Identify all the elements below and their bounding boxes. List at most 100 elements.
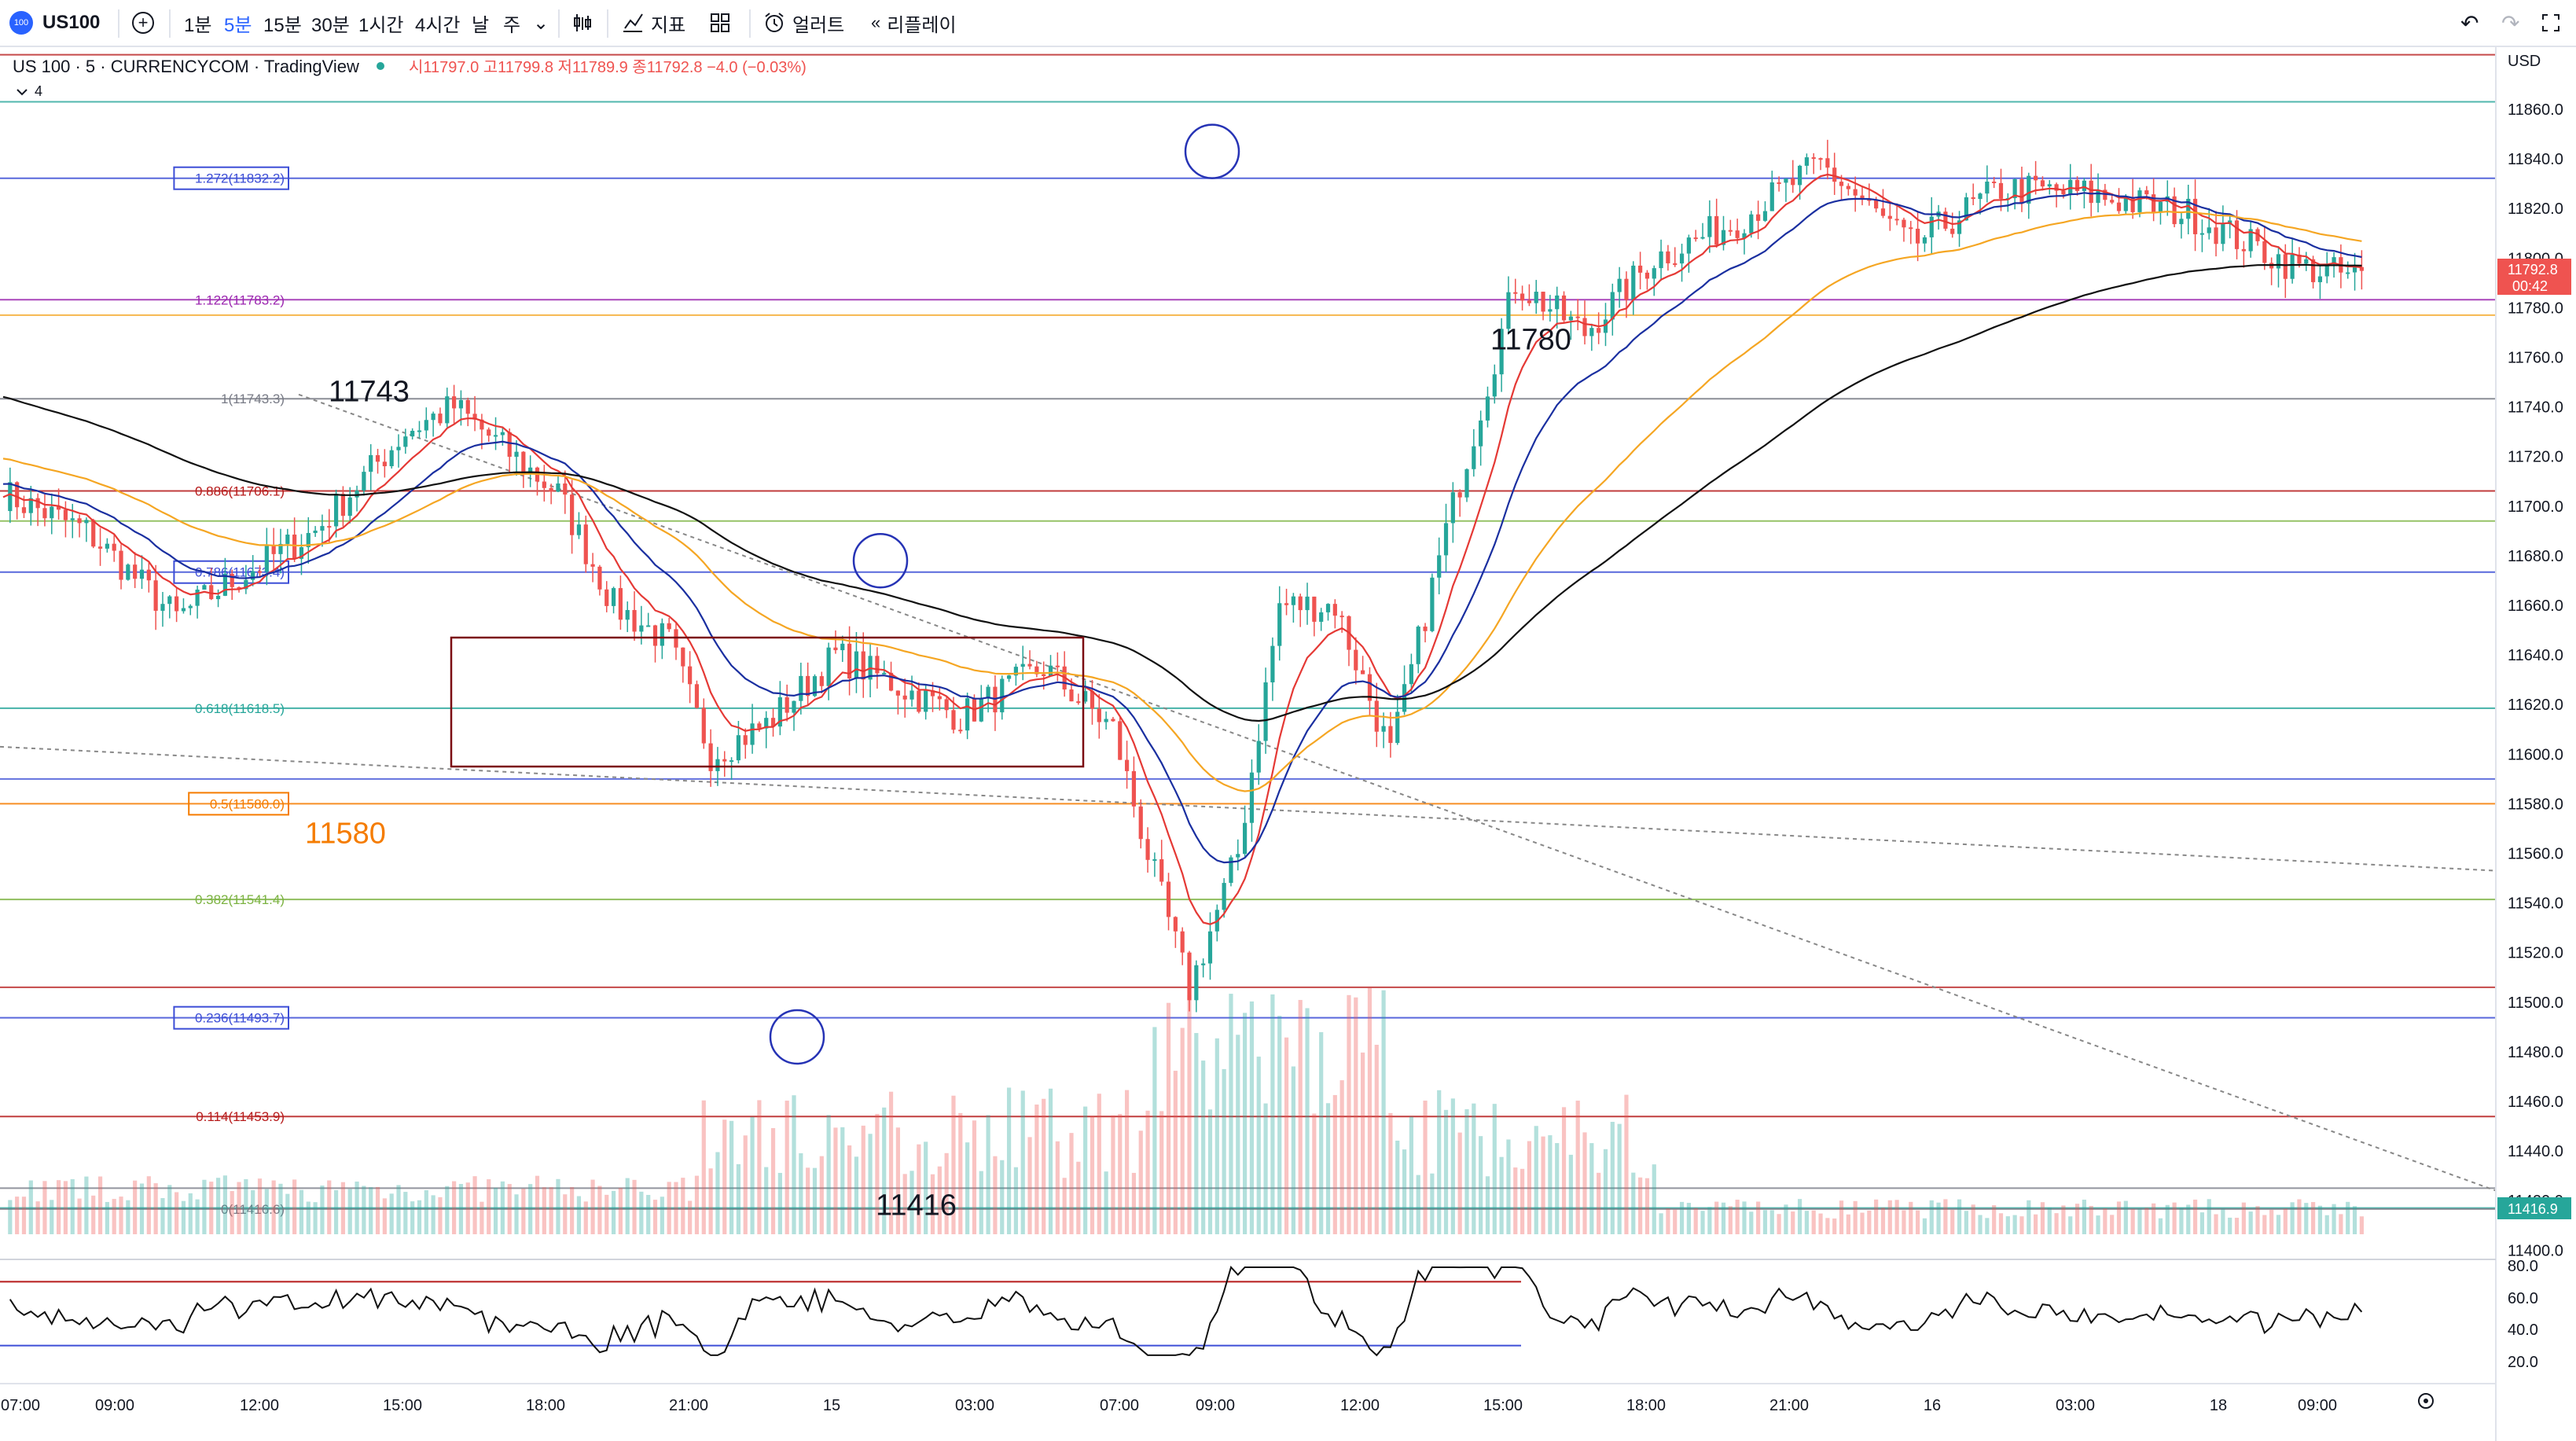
- candle-body: [1249, 772, 1255, 823]
- indicators-button[interactable]: 지표: [621, 0, 685, 46]
- candle-body: [188, 605, 193, 608]
- interval-2[interactable]: 15분: [263, 14, 302, 36]
- interval-1[interactable]: 5분: [224, 14, 252, 36]
- layout-templates-button[interactable]: [709, 0, 731, 46]
- chevron-down-icon[interactable]: ⌄: [533, 12, 549, 34]
- candle-body: [1506, 292, 1511, 329]
- interval-7[interactable]: 주: [503, 14, 521, 36]
- alarm-clock-icon: [765, 13, 784, 32]
- volume-bar: [1638, 1177, 1643, 1234]
- chart-type-button[interactable]: [571, 0, 594, 46]
- candle-body: [160, 604, 165, 611]
- candle-body: [1541, 292, 1545, 312]
- volume-bar: [1215, 1038, 1219, 1234]
- candle-body: [2352, 267, 2357, 273]
- volume-bar: [847, 1145, 852, 1234]
- candle-body: [514, 451, 519, 458]
- candle-body: [1277, 603, 1282, 646]
- indicator-collapse-count[interactable]: 4: [35, 83, 42, 99]
- fullscreen-button[interactable]: [2541, 0, 2561, 46]
- user-drawings[interactable]: 11743 11780 11580 11416: [305, 123, 1571, 1222]
- volume-bar: [2339, 1214, 2343, 1234]
- candle-body: [1929, 216, 1934, 237]
- candle-body: [2074, 179, 2080, 191]
- candle-body: [965, 698, 970, 731]
- candle-body: [1902, 219, 1906, 228]
- interval-4[interactable]: 1시간: [358, 14, 404, 36]
- volume-bar: [576, 1196, 582, 1234]
- compare-add-button[interactable]: +: [132, 0, 154, 46]
- candle-body: [736, 735, 741, 761]
- symbol-search-button[interactable]: 100 US100: [9, 0, 100, 46]
- candle-body: [1887, 215, 1892, 219]
- candle-body: [549, 487, 553, 492]
- undo-button[interactable]: ↶: [2460, 0, 2479, 46]
- fibonacci-retracement[interactable]: 1.272(11832.2) 1.122(11783.2) 1(11743.3) 0.…: [0, 53, 2496, 1217]
- interval-0[interactable]: 1분: [184, 14, 212, 36]
- rsi-tick-label: 80.0: [2508, 1258, 2538, 1275]
- volume-bar: [1152, 1027, 1157, 1234]
- interval-5[interactable]: 4시간: [415, 14, 461, 36]
- candle-body: [306, 533, 311, 548]
- legend-symbol[interactable]: US 100 · 5 · CURRENCYCOM · TradingView: [13, 57, 359, 76]
- candle-body: [750, 723, 755, 745]
- countdown-label: 00:42: [2512, 278, 2548, 294]
- time-tick-label: 03:00: [2056, 1397, 2095, 1414]
- volume-bar: [861, 1125, 865, 1234]
- alerts-button[interactable]: 얼러트: [763, 0, 844, 46]
- candle-body: [2255, 229, 2260, 241]
- volume-bar: [1222, 1068, 1226, 1234]
- volume-bar: [2103, 1208, 2107, 1234]
- highlight-circle: [852, 532, 909, 589]
- volume-bar: [465, 1182, 470, 1234]
- candle-body: [472, 414, 477, 420]
- last-price-tag: [2497, 259, 2571, 296]
- volume-bar: [2089, 1205, 2093, 1234]
- volume-bar: [347, 1189, 352, 1234]
- candle-body: [1055, 665, 1060, 667]
- candle-body: [1097, 708, 1101, 722]
- volume-bar: [209, 1182, 214, 1234]
- candle-body: [70, 518, 75, 520]
- interval-3[interactable]: 30분: [311, 14, 350, 36]
- chart-area[interactable]: 1.272(11832.2) 1.122(11783.2) 1(11743.3) 0.…: [0, 47, 2576, 1441]
- interval-6[interactable]: 날: [472, 14, 490, 36]
- candle-body: [1957, 220, 1962, 234]
- volume-bar: [743, 1135, 748, 1234]
- fib-level-label: 0.618(11618.5): [195, 701, 285, 716]
- candle-body: [1534, 292, 1538, 303]
- redo-button[interactable]: ↷: [2501, 0, 2519, 46]
- candle-body: [403, 436, 408, 447]
- volume-bar: [868, 1134, 873, 1234]
- volume-bar: [1568, 1154, 1573, 1234]
- trend-lines[interactable]: [0, 393, 2497, 1192]
- volume-bar: [244, 1178, 248, 1234]
- candle-body: [1305, 596, 1310, 611]
- candle-body: [1298, 596, 1303, 611]
- volume-bar: [1784, 1204, 1788, 1234]
- volume-bar: [806, 1167, 810, 1234]
- volume-bar: [1769, 1210, 1774, 1234]
- candle-body: [1832, 167, 1837, 182]
- volume-bar: [2054, 1213, 2059, 1234]
- volume-bar: [1416, 1174, 1420, 1234]
- volume-bar: [972, 1120, 977, 1234]
- candle-body: [21, 507, 27, 513]
- volume-bar: [1818, 1213, 1823, 1234]
- candle-body: [729, 760, 734, 763]
- candle-body: [1111, 719, 1115, 722]
- price-tick-label: 11780.0: [2508, 300, 2563, 317]
- volume-bar: [1062, 1178, 1067, 1234]
- replay-button[interactable]: « 리플레이: [871, 0, 957, 46]
- candle-body: [50, 506, 54, 519]
- volume-bar: [1263, 1103, 1268, 1234]
- volume-bar: [1804, 1211, 1810, 1234]
- candle-body: [1735, 230, 1740, 238]
- time-tick-label: 21:00: [669, 1397, 708, 1414]
- candle-body: [910, 690, 914, 700]
- candle-body: [611, 588, 616, 606]
- volume-bar: [1347, 994, 1351, 1234]
- volume-bar: [792, 1095, 796, 1234]
- candle-body: [1610, 292, 1615, 320]
- chevron-down-icon[interactable]: [17, 89, 28, 96]
